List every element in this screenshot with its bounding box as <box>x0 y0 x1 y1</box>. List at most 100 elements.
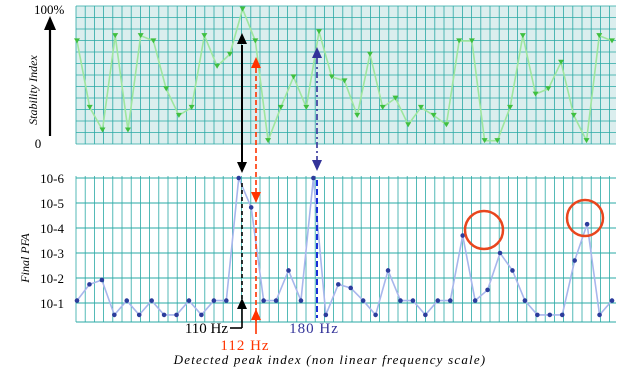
stability-point <box>456 38 463 44</box>
pfa-point <box>410 298 416 303</box>
arrow-180-head-up <box>312 47 322 58</box>
pfa-point <box>522 298 528 303</box>
stability-point <box>150 38 157 44</box>
stability-point <box>609 38 615 44</box>
pfa-point <box>373 312 378 318</box>
pfa-y-axis-label: Final PFA <box>18 233 32 284</box>
arrow-110-head-down <box>237 162 247 173</box>
pfa-point <box>261 298 266 303</box>
stability-point <box>74 38 80 44</box>
stability-point <box>468 38 475 44</box>
stability-point <box>481 138 488 144</box>
stability-y-axis-label: Stability Index <box>26 55 40 125</box>
stability-point <box>545 86 552 92</box>
highlight-circle-2 <box>565 198 605 238</box>
stability-grid <box>75 5 616 145</box>
stability-point <box>430 112 437 118</box>
pfa-point <box>547 312 553 318</box>
stability-point <box>112 33 119 39</box>
pfa-point <box>273 298 279 303</box>
pfa-point <box>186 298 192 303</box>
pfa-grid <box>75 176 616 323</box>
pfa-point <box>597 312 602 318</box>
stability-point <box>239 6 246 12</box>
stability-point <box>341 78 348 84</box>
pfa-point <box>311 175 316 181</box>
stability-point <box>124 127 131 133</box>
stability-point <box>290 74 297 80</box>
stability-point <box>354 112 361 118</box>
pfa-point <box>497 250 503 256</box>
pfa-point <box>236 175 242 181</box>
label-110-hz: 110 Hz <box>185 321 229 337</box>
stability-point <box>175 112 182 118</box>
stability-point <box>99 127 106 133</box>
stability-point <box>558 59 565 65</box>
stability-point <box>226 51 233 57</box>
pfa-point <box>248 205 254 210</box>
pfa-y-tick-label: 10-6 <box>40 171 64 186</box>
stability-point <box>532 91 539 97</box>
label-180-hz: 180 Hz <box>289 321 339 337</box>
pfa-point <box>211 298 217 303</box>
pfa-point <box>423 312 428 318</box>
pfa-point <box>398 298 403 303</box>
stability-point <box>519 33 526 39</box>
pfa-point <box>161 312 167 318</box>
pfa-series <box>74 175 615 318</box>
stability-point <box>443 122 450 128</box>
pfa-point <box>609 298 615 303</box>
pfa-point <box>149 298 154 303</box>
pfa-point <box>360 298 366 303</box>
pfa-point <box>87 282 92 287</box>
pfa-point <box>460 233 465 238</box>
stability-point <box>86 104 93 110</box>
pfa-point <box>224 298 229 303</box>
stability-point <box>252 38 259 44</box>
arrow-110-head-bottom <box>237 298 247 309</box>
stability-series <box>74 6 615 144</box>
stability-point <box>201 33 208 39</box>
pfa-point <box>174 312 179 318</box>
stability-point <box>494 138 501 144</box>
arrow-110-head-up <box>237 33 247 44</box>
arrow-112-head-down <box>251 192 261 203</box>
highlight-circle-1 <box>463 209 505 251</box>
pfa-point <box>99 277 105 283</box>
pfa-point <box>136 312 142 318</box>
pfa-series-line <box>76 177 613 317</box>
stability-y-tick-0: 0 <box>35 136 42 151</box>
pfa-point <box>572 258 577 263</box>
pfa-point <box>584 221 590 227</box>
label-112-hz: 112 Hz <box>220 338 269 354</box>
pfa-point <box>124 298 130 303</box>
stability-y-axis-arrowhead <box>44 16 56 30</box>
pfa-point <box>472 298 478 303</box>
pfa-point <box>74 298 80 303</box>
arrow-180-head-down <box>312 160 322 171</box>
arrow-112-head-up <box>251 57 261 68</box>
pfa-point <box>348 285 354 291</box>
stability-point <box>163 86 170 92</box>
stability-point <box>316 29 323 35</box>
stability-point <box>366 51 373 57</box>
stability-point <box>277 104 284 110</box>
pfa-point <box>335 282 341 287</box>
stability-point <box>583 138 590 144</box>
stability-point <box>507 104 514 110</box>
stability-y-tick-100: 100% <box>34 2 65 17</box>
stability-point <box>417 104 424 110</box>
stability-point <box>570 112 577 118</box>
pfa-point <box>286 268 291 273</box>
pfa-point <box>323 312 329 318</box>
pfa-panel: 10-6 10-5 10-4 10-3 10-2 10-1 Final PFA <box>18 171 616 323</box>
pfa-y-tick-label: 10-3 <box>40 246 64 261</box>
stability-point <box>214 63 221 69</box>
x-axis-label: Detected peak index (non linear frequenc… <box>173 352 487 367</box>
stability-point <box>392 95 399 101</box>
stability-point <box>596 33 603 39</box>
pfa-point <box>385 268 391 273</box>
pfa-point <box>435 298 441 303</box>
pfa-y-tick-label: 10-2 <box>40 271 64 286</box>
